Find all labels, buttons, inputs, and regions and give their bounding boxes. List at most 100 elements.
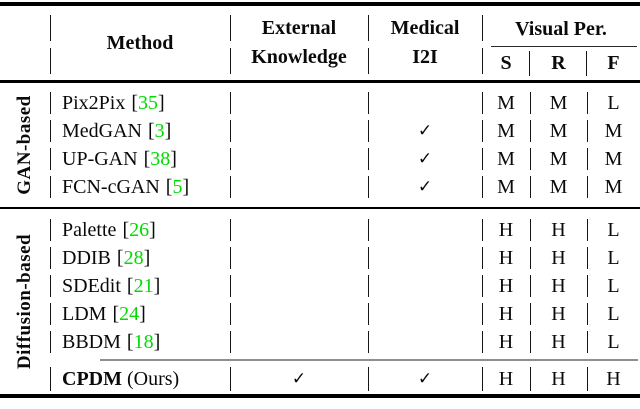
visual-r-cell: M xyxy=(530,145,587,173)
visual-f-cell: L xyxy=(587,300,640,328)
method-name: Pix2Pix xyxy=(62,91,126,114)
method-cell: CPDM (Ours) xyxy=(50,364,230,394)
checkmark: ✓ xyxy=(417,121,433,140)
medical-i2i-cell xyxy=(368,244,482,272)
method-cell: FCN-cGAN [5] xyxy=(50,173,230,201)
cite-link[interactable]: 24 xyxy=(119,302,140,325)
table-row: SDEdit [21] H H L xyxy=(50,272,640,300)
cite-link[interactable]: 3 xyxy=(154,119,165,142)
method-name: BBDM xyxy=(62,330,121,353)
cite-close-bracket: ] xyxy=(139,302,146,325)
pre-final-rule-row xyxy=(50,356,640,364)
medical-i2i-cell xyxy=(368,272,482,300)
table-row: LDM [24] H H L xyxy=(50,300,640,328)
external-header-line2: Knowledge xyxy=(251,46,347,68)
visual-f-cell: M xyxy=(587,117,640,145)
visual-f-cell: M xyxy=(587,145,640,173)
citation: [28] xyxy=(117,247,150,270)
visual-s-cell: M xyxy=(482,89,530,117)
cite-open-bracket: [ xyxy=(165,175,173,198)
cite-link[interactable]: 21 xyxy=(133,274,154,297)
cite-link[interactable]: 28 xyxy=(123,246,144,269)
method-header-label: Method xyxy=(106,31,174,54)
citation: [38] xyxy=(144,148,177,171)
external-knowledge-cell xyxy=(230,300,368,328)
citation: [3] xyxy=(148,120,171,143)
subheader-s: S xyxy=(500,52,512,74)
section-gan-based: GAN-based Pix2Pix [35] M M L MedGAN [3] … xyxy=(0,83,640,207)
visual-s-cell: H xyxy=(482,300,530,328)
method-name: FCN-cGAN xyxy=(62,175,160,198)
cite-link[interactable]: 35 xyxy=(138,91,159,114)
method-name: Palette xyxy=(62,218,117,241)
cite-link[interactable]: 26 xyxy=(129,218,150,241)
visual-s-cell: H xyxy=(482,328,530,356)
medical-i2i-cell: ✓ xyxy=(368,145,482,173)
visual-f-cell: L xyxy=(587,328,640,356)
medical-i2i-cell xyxy=(368,216,482,244)
method-name: CPDM xyxy=(62,367,122,390)
visual-r-cell: H xyxy=(530,244,587,272)
external-knowledge-cell xyxy=(230,216,368,244)
subheader-r: R xyxy=(529,47,587,80)
method-name: MedGAN xyxy=(62,119,142,142)
visual-f-cell: L xyxy=(587,216,640,244)
cite-close-bracket: ] xyxy=(158,91,165,114)
section-diffusion-based: Diffusion-based Palette [26] H H L DDIB … xyxy=(0,209,640,394)
table-row: Pix2Pix [35] M M L xyxy=(50,89,640,117)
cite-close-bracket: ] xyxy=(149,218,156,241)
cite-close-bracket: ] xyxy=(164,119,172,142)
top-rule xyxy=(0,2,640,6)
cite-open-bracket: [ xyxy=(122,218,130,241)
cite-open-bracket: [ xyxy=(143,147,151,170)
medical-i2i-cell xyxy=(368,89,482,117)
table-row: UP-GAN [38] ✓ M M M xyxy=(50,145,640,173)
checkmark: ✓ xyxy=(417,177,433,196)
cite-link[interactable]: 18 xyxy=(133,330,154,353)
visual-s-cell: H xyxy=(482,272,530,300)
medical-header-line2: I2I xyxy=(412,46,438,68)
external-knowledge-cell xyxy=(230,145,368,173)
table-row: MedGAN [3] ✓ M M M xyxy=(50,117,640,145)
method-suffix: (Ours) xyxy=(126,367,180,390)
citation: [24] xyxy=(112,303,145,326)
cite-open-bracket: [ xyxy=(148,119,155,142)
visual-f-cell: M xyxy=(587,173,640,201)
medical-i2i-cell: ✓ xyxy=(368,117,482,145)
cite-close-bracket: ] xyxy=(153,274,161,297)
cite-close-bracket: ] xyxy=(153,330,161,353)
external-knowledge-cell xyxy=(230,328,368,356)
visual-r-cell: H xyxy=(530,328,587,356)
visual-per-subheader: S R F xyxy=(482,47,640,80)
cite-link[interactable]: 38 xyxy=(150,147,171,170)
visual-r-cell: M xyxy=(530,173,587,201)
cite-open-bracket: [ xyxy=(126,330,134,353)
method-cell: BBDM [18] xyxy=(50,328,230,356)
visual-r-cell: H xyxy=(530,272,587,300)
method-cell: Palette [26] xyxy=(50,216,230,244)
header-rule xyxy=(0,80,640,83)
visual-s-cell: H xyxy=(482,244,530,272)
citation: [5] xyxy=(166,176,189,199)
external-knowledge-cell: ✓ xyxy=(230,364,368,394)
visual-s-cell: H xyxy=(482,364,530,394)
external-header-line1: External xyxy=(261,17,337,39)
visual-s-cell: H xyxy=(482,216,530,244)
method-cell: SDEdit [21] xyxy=(50,272,230,300)
cite-open-bracket: [ xyxy=(131,91,139,114)
visual-s-cell: M xyxy=(482,145,530,173)
citation: [21] xyxy=(127,275,160,298)
bottom-rule xyxy=(0,394,640,398)
method-cell: LDM [24] xyxy=(50,300,230,328)
citation: [18] xyxy=(127,331,160,354)
checkmark: ✓ xyxy=(417,369,433,388)
visual-r-cell: H xyxy=(530,300,587,328)
table-row: Palette [26] H H L xyxy=(50,216,640,244)
visual-r-cell: H xyxy=(530,364,587,394)
cite-open-bracket: [ xyxy=(116,246,124,269)
section-label-diffusion-based: Diffusion-based xyxy=(14,233,35,370)
cite-link[interactable]: 5 xyxy=(172,175,183,198)
group-column-header xyxy=(0,6,50,80)
medical-i2i-cell: ✓ xyxy=(368,364,482,394)
